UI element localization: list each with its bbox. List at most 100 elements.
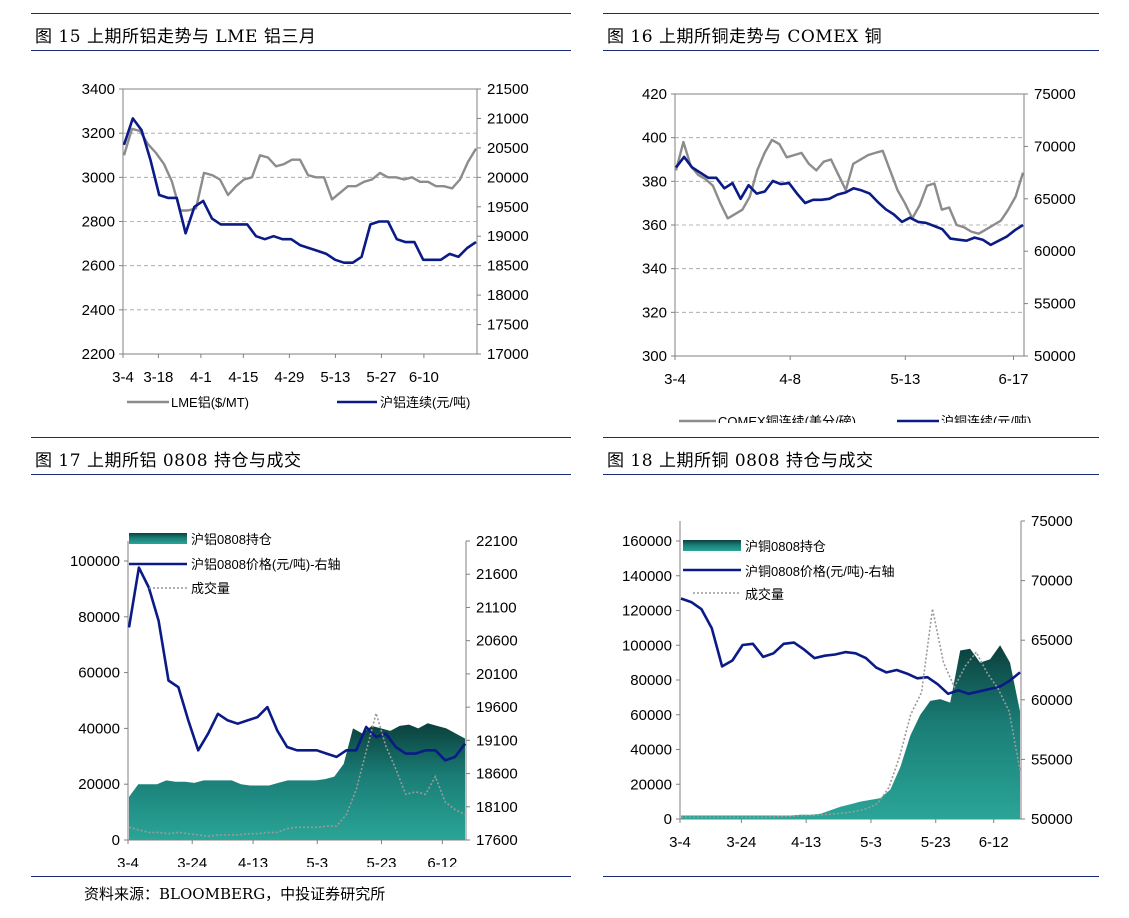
legend-label: 沪铝连续(元/吨) [380, 395, 470, 410]
x-axis-tick-label: 3-4 [669, 834, 691, 851]
figure-16-panel: 图 16 上期所铜走势与 COMEX 铜 420 400 380 360 340 320 3… [603, 13, 1099, 423]
left-axis-tick-label: 380 [642, 173, 667, 190]
right-axis-tick-label: 19500 [487, 199, 529, 216]
left-axis-tick-label: 360 [642, 217, 667, 234]
x-axis-tick-label: 4-13 [791, 834, 821, 851]
figure-16-chart: 420 400 380 360 340 320 300 75000 70000 65000 6000… [642, 86, 1076, 423]
legend-label: LME铝($/MT) [171, 395, 249, 410]
right-axis-tick-label: 60000 [1031, 692, 1073, 709]
x-axis-tick-label: 6-10 [409, 369, 439, 386]
right-axis-tick-label: 20500 [487, 140, 529, 157]
footer-rule-right [603, 876, 1099, 877]
right-axis-tick-label: 19100 [476, 732, 518, 749]
figure-title: 图 18 上期所铜 0808 持仓与成交 [603, 437, 1099, 475]
left-axis-tick-label: 400 [642, 130, 667, 147]
figure-18-panel: 图 18 上期所铜 0808 持仓与成交 160000 140000 120000 1… [603, 437, 1099, 867]
figure-title: 图 16 上期所铜走势与 COMEX 铜 [603, 13, 1099, 51]
x-axis-tick-label: 5-3 [860, 834, 882, 851]
right-axis-tick-label: 50000 [1031, 811, 1073, 828]
left-axis-tick-label: 80000 [78, 609, 120, 626]
legend-swatch-area [683, 540, 741, 551]
x-axis-tick-label: 3-4 [117, 855, 139, 867]
right-axis-tick-label: 55000 [1034, 296, 1076, 313]
left-axis-tick-label: 20000 [78, 776, 120, 793]
left-axis-tick-label: 3400 [82, 81, 115, 98]
legend-label: 沪铜连续(元/吨) [941, 414, 1031, 423]
legend-label: 沪铝0808价格(元/吨)-右轴 [191, 557, 341, 572]
x-axis-tick-label: 5-23 [921, 834, 951, 851]
figure-17-chart: 100000 80000 60000 40000 20000 0 22100 21600 211… [70, 532, 518, 867]
footer-rule-left [31, 876, 571, 877]
left-axis-tick-label: 20000 [630, 776, 672, 793]
left-axis-tick-label: 3200 [82, 125, 115, 142]
figure-title: 图 15 上期所铝走势与 LME 铝三月 [31, 13, 571, 51]
right-axis-tick-label: 21500 [487, 81, 529, 98]
figure-title: 图 17 上期所铝 0808 持仓与成交 [31, 437, 571, 475]
left-axis-tick-label: 2600 [82, 258, 115, 275]
x-axis-tick-label: 6-12 [979, 834, 1009, 851]
x-axis-tick-label: 5-27 [366, 369, 396, 386]
right-axis-tick-label: 17600 [476, 832, 518, 849]
left-axis-tick-label: 60000 [78, 665, 120, 682]
series-line-1 [680, 597, 1021, 696]
series-area-open-interest [681, 645, 1020, 819]
legend-label: 成交量 [745, 587, 784, 602]
right-axis-tick-label: 50000 [1034, 348, 1076, 365]
right-axis-tick-label: 21000 [487, 110, 529, 127]
left-axis-tick-label: 0 [112, 832, 120, 849]
series-line-1 [127, 566, 467, 762]
series-line-volume [128, 710, 466, 838]
right-axis-tick-label: 70000 [1034, 138, 1076, 155]
figure-15-title: 图 15 上期所铝走势与 LME 铝三月 [35, 27, 317, 47]
series-line-0 [122, 127, 478, 212]
figure-15-panel: 图 15 上期所铝走势与 LME 铝三月 3400 3200 3000 2800 260… [31, 13, 571, 423]
left-axis-tick-label: 120000 [622, 603, 672, 620]
legend-label: 沪铜0808价格(元/吨)-右轴 [745, 564, 895, 579]
left-axis-tick-label: 40000 [78, 720, 120, 737]
series-line-1 [122, 117, 477, 264]
x-axis-tick-label: 6-12 [427, 855, 457, 867]
figure-15-chart: 3400 3200 3000 2800 2600 2400 2200 21500 21000 20… [82, 81, 529, 410]
series-line-1 [674, 155, 1024, 247]
right-axis-tick-label: 22100 [476, 533, 518, 550]
x-axis-tick-label: 5-3 [306, 855, 328, 867]
x-axis-tick-label: 5-23 [366, 855, 396, 867]
legend-label: 沪铝0808持仓 [191, 532, 272, 547]
figure-16-title: 图 16 上期所铜走势与 COMEX 铜 [607, 27, 883, 47]
left-axis-tick-label: 2400 [82, 302, 115, 319]
right-axis-tick-label: 75000 [1034, 86, 1076, 103]
x-axis-tick-label: 4-29 [274, 369, 304, 386]
right-axis-tick-label: 18100 [476, 799, 518, 816]
right-axis-tick-label: 20600 [476, 633, 518, 650]
left-axis-tick-label: 300 [642, 348, 667, 365]
left-axis-tick-label: 40000 [630, 742, 672, 759]
right-axis-tick-label: 55000 [1031, 751, 1073, 768]
right-axis-tick-label: 17500 [487, 317, 529, 334]
series-line-volume [681, 608, 1021, 819]
x-axis-tick-label: 3-24 [177, 855, 207, 867]
left-axis-tick-label: 2800 [82, 214, 115, 231]
left-axis-tick-label: 100000 [622, 637, 672, 654]
figure-17-title: 图 17 上期所铝 0808 持仓与成交 [35, 451, 302, 471]
legend-label: COMEX铜连续(美分/磅) [718, 414, 856, 423]
x-axis-tick-label: 6-17 [999, 371, 1029, 388]
legend-label: 沪铜0808持仓 [745, 539, 826, 554]
x-axis-tick-label: 5-13 [890, 371, 920, 388]
legend-swatch-area [129, 533, 187, 544]
left-axis-tick-label: 160000 [622, 533, 672, 550]
right-axis-tick-label: 18600 [476, 766, 518, 783]
right-axis-tick-label: 18000 [487, 287, 529, 304]
right-axis-tick-label: 60000 [1034, 243, 1076, 260]
left-axis-tick-label: 100000 [70, 553, 120, 570]
x-axis-tick-label: 5-13 [320, 369, 350, 386]
source-note: 资料来源：BLOOMBERG，中投证券研究所 [84, 885, 386, 903]
x-axis-tick-label: 3-4 [112, 369, 134, 386]
left-axis-tick-label: 0 [664, 811, 672, 828]
figure-18-title: 图 18 上期所铜 0808 持仓与成交 [607, 451, 874, 471]
right-axis-tick-label: 19000 [487, 228, 529, 245]
x-axis-tick-label: 4-15 [228, 369, 258, 386]
right-axis-tick-label: 21600 [476, 566, 518, 583]
right-axis-tick-label: 19600 [476, 699, 518, 716]
left-axis-tick-label: 2200 [82, 346, 115, 363]
x-axis-tick-label: 3-24 [726, 834, 756, 851]
